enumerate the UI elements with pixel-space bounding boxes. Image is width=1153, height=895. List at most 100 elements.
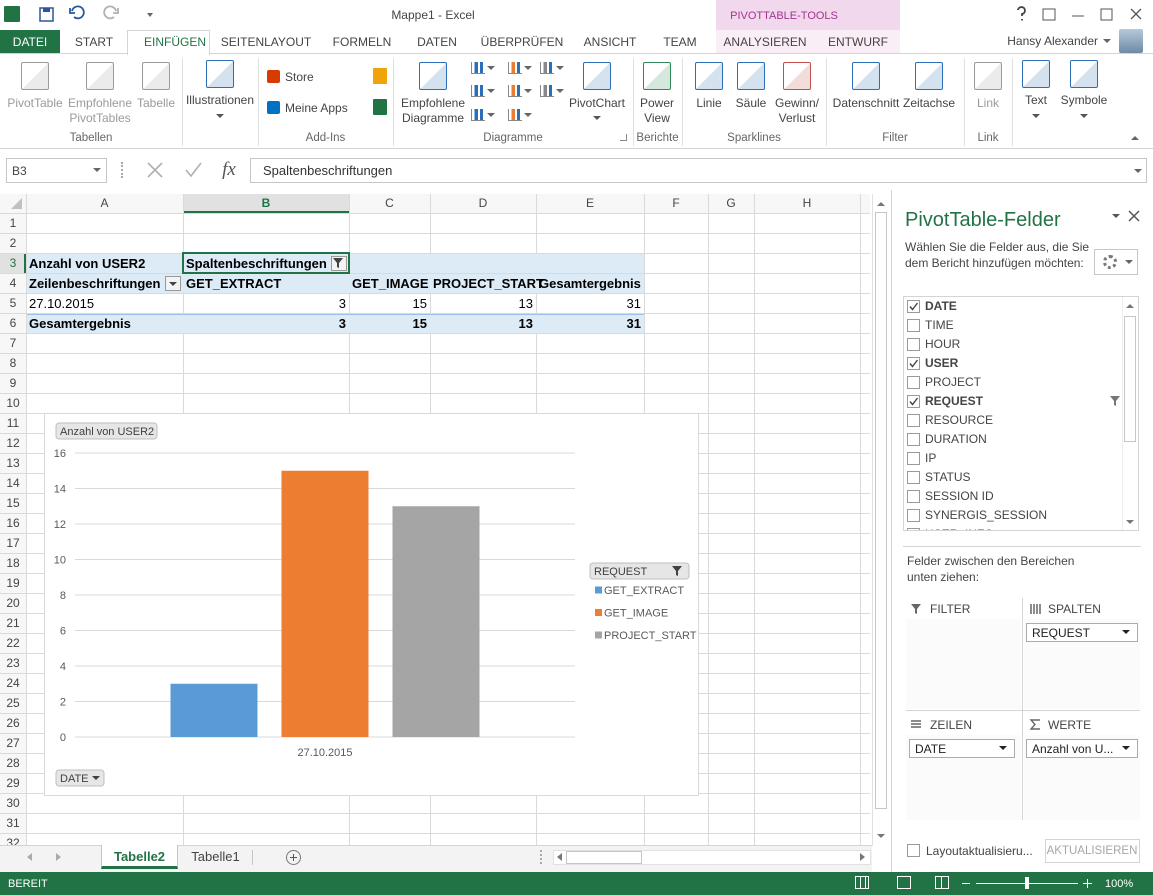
ribbon-tab[interactable]: ENTWURF	[828, 35, 888, 49]
y-tick-label: 14	[54, 484, 66, 496]
window-title: Mappe1 - Excel	[391, 8, 475, 22]
ribbon-tab[interactable]: ANSICHT	[583, 35, 637, 49]
ribbon-tab[interactable]: EINFÜGEN	[143, 35, 207, 49]
name-box-text[interactable]: B3	[12, 164, 27, 178]
quick-access-toolbar	[39, 5, 153, 22]
view-layout[interactable]	[897, 876, 911, 889]
ribbon-button-label[interactable]: Diagramme	[401, 111, 465, 125]
button-icon	[21, 62, 49, 90]
new-sheet-button[interactable]	[286, 850, 301, 865]
sheet-tab[interactable]: Tabelle1	[191, 849, 240, 864]
pivot-label: Gesamtergebnis	[539, 276, 641, 291]
column-header: B	[261, 196, 271, 210]
nav-prev[interactable]	[27, 853, 32, 861]
zoom-level[interactable]: 100%	[1105, 878, 1134, 890]
field-checkbox[interactable]	[907, 490, 920, 503]
field-checkbox[interactable]	[907, 376, 920, 389]
ribbon-button-label[interactable]: Säule	[735, 96, 767, 110]
bar	[281, 470, 369, 737]
ribbon-button-label[interactable]: Illustrationen	[185, 93, 255, 107]
field-checkbox[interactable]	[907, 433, 920, 446]
ribbon-button-label[interactable]: Symbole	[1060, 93, 1108, 107]
ribbon-button-label[interactable]: Empfohlene	[400, 96, 466, 110]
ribbon-button-label[interactable]: Link	[976, 96, 1000, 110]
field-checkbox[interactable]	[907, 300, 920, 313]
ribbon-button-label[interactable]: View	[644, 111, 670, 125]
field-checkbox[interactable]	[907, 338, 920, 351]
field-filter	[1110, 396, 1120, 406]
ribbon-button-label[interactable]: PivotTables	[69, 111, 131, 125]
field-name[interactable]: SESSION ID	[925, 489, 994, 503]
row-header: 10	[6, 396, 20, 410]
ribbon-button-label[interactable]: Text	[1024, 93, 1048, 107]
field-name[interactable]: TIME	[925, 318, 954, 332]
field-name[interactable]: IP	[925, 451, 937, 465]
ribbon-button-label[interactable]: Verlust	[778, 111, 816, 125]
ribbon-button-label[interactable]: PivotTable	[7, 96, 63, 110]
ribbon-tab[interactable]: SEITENLAYOUT	[220, 35, 312, 49]
ribbon-tab[interactable]: ANALYSIEREN	[723, 35, 807, 49]
row-header: 8	[9, 356, 17, 370]
field-name[interactable]: REQUEST	[925, 394, 984, 408]
field-name[interactable]: STATUS	[925, 470, 971, 484]
ribbon-tab[interactable]: FORMELN	[332, 35, 392, 49]
button-icon	[974, 62, 1002, 90]
field-checkbox[interactable]	[907, 509, 920, 522]
view-normal[interactable]	[855, 876, 869, 889]
row-header: 13	[6, 456, 20, 470]
ribbon-tab[interactable]: TEAM	[663, 35, 697, 49]
ribbon-tab[interactable]: DATEN	[417, 35, 457, 49]
group-separator	[1012, 58, 1013, 146]
name-box	[6, 158, 107, 183]
field-name[interactable]: PROJECT	[925, 375, 982, 389]
ribbon-button-label[interactable]: Empfohlene	[67, 96, 133, 110]
field-checkbox[interactable]	[907, 414, 920, 427]
ribbon-button-label[interactable]: Tabelle	[136, 96, 176, 110]
column-header: H	[802, 196, 812, 210]
field-checkbox[interactable]	[907, 471, 920, 484]
field-checkbox[interactable]	[907, 395, 920, 408]
area-item[interactable]	[1026, 739, 1138, 758]
zoom-minus[interactable]	[962, 883, 970, 884]
field-checkbox[interactable]	[907, 452, 920, 465]
area-item[interactable]	[1026, 623, 1138, 642]
ribbon-button-label[interactable]: Gewinn/	[774, 96, 820, 110]
active-cell	[182, 252, 350, 274]
field-name[interactable]: SYNERGIS_SESSION	[925, 508, 1048, 522]
hscroll-thumb	[566, 851, 642, 864]
field-name[interactable]: RESOURCE	[925, 413, 994, 427]
dropdown-arrow	[524, 113, 532, 117]
ribbon-tab[interactable]: DATEI	[12, 35, 48, 49]
field-name[interactable]: USER	[925, 356, 959, 370]
ribbon-button-label[interactable]: Linie	[696, 96, 722, 110]
field-name[interactable]: HOUR	[925, 337, 961, 351]
view-pagebreak[interactable]	[935, 876, 949, 889]
nav-next[interactable]	[56, 853, 61, 861]
ribbon-button-label[interactable]: Zeitachse	[902, 96, 956, 110]
ribbon-tab[interactable]: START	[74, 35, 114, 49]
defer-label: Layoutaktualisieru...	[926, 844, 1033, 858]
defer-checkbox[interactable]	[907, 844, 920, 857]
value-field-button-label: Anzahl von USER2	[60, 426, 154, 438]
field-name[interactable]: DURATION	[925, 432, 987, 446]
pivot-label: Spaltenbeschriftungen	[186, 256, 327, 271]
field-checkbox[interactable]	[907, 528, 920, 530]
ribbon-button-label[interactable]: Store	[285, 70, 314, 84]
row-header: 23	[6, 656, 20, 670]
field-checkbox[interactable]	[907, 357, 920, 370]
sheet-tab[interactable]: Tabelle2	[113, 849, 166, 864]
column-header: D	[478, 196, 488, 210]
ribbon-button-label[interactable]: Power	[639, 96, 675, 110]
field-name[interactable]: USER_INFO	[925, 526, 994, 530]
update-button[interactable]	[1045, 839, 1140, 863]
ribbon-tab[interactable]: ÜBERPRÜFEN	[480, 35, 564, 49]
ribbon-button-label[interactable]: Meine Apps	[285, 101, 348, 115]
field-checkbox[interactable]	[907, 319, 920, 332]
formula-input	[250, 158, 1147, 183]
row-header: 24	[6, 676, 20, 690]
ribbon-button-label[interactable]: PivotChart	[568, 96, 626, 110]
insert-function[interactable]: fx	[222, 159, 236, 180]
area-item[interactable]	[909, 739, 1015, 758]
field-name[interactable]: DATE	[925, 299, 957, 313]
ribbon-button-label[interactable]: Datenschnitt	[832, 96, 900, 110]
